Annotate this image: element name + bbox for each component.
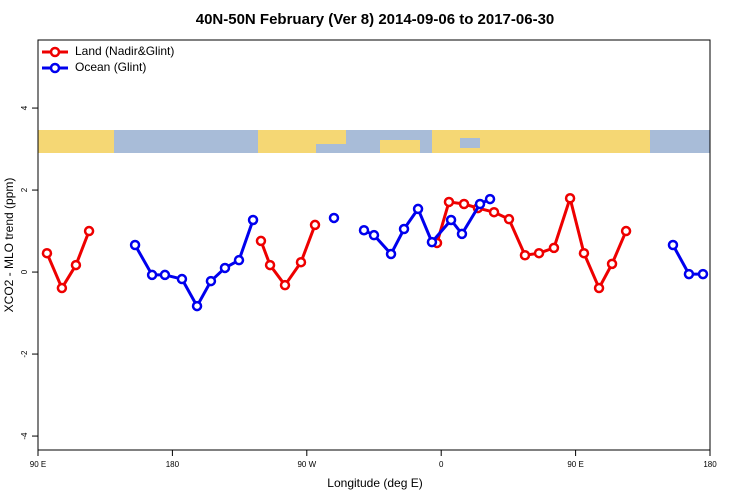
data-point: [247, 214, 259, 226]
data-point: [233, 254, 245, 266]
data-point: [445, 214, 457, 226]
data-point: [385, 248, 397, 260]
x-tick-label: 0: [439, 460, 444, 469]
data-point: [279, 279, 291, 291]
data-point: [368, 229, 380, 241]
data-point: [443, 196, 455, 208]
data-point: [129, 239, 141, 251]
chart-title: 40N-50N February (Ver 8) 2014-09-06 to 2…: [196, 11, 555, 28]
x-tick-label: 90 W: [297, 460, 316, 469]
data-point: [683, 268, 695, 280]
data-point: [83, 225, 95, 237]
x-tick-label: 90 E: [30, 460, 46, 469]
data-point: [426, 236, 438, 248]
legend-marker: [49, 62, 61, 74]
data-point: [264, 259, 276, 271]
data-point: [697, 268, 709, 280]
data-point: [56, 282, 68, 294]
data-point: [606, 258, 618, 270]
data-point: [358, 224, 370, 236]
data-point: [412, 203, 424, 215]
data-point: [456, 228, 468, 240]
data-point: [295, 256, 307, 268]
data-point: [219, 262, 231, 274]
y-tick-label: -4: [20, 432, 29, 440]
data-point: [503, 213, 515, 225]
data-point: [519, 250, 531, 261]
data-point: [484, 193, 496, 205]
x-tick-label: 180: [703, 460, 717, 469]
data-point: [191, 300, 203, 312]
data-point: [159, 269, 171, 281]
y-tick-label: 2: [20, 187, 29, 192]
data-point: [564, 193, 576, 204]
x-tick-label: 180: [166, 460, 180, 469]
legend-label: Ocean (Glint): [75, 60, 146, 74]
legend-label: Land (Nadir&Glint): [75, 44, 174, 58]
x-axis-title: Longitude (deg E): [327, 476, 422, 490]
data-point: [474, 198, 486, 210]
y-tick-label: 4: [20, 105, 29, 110]
data-point: [548, 242, 560, 254]
data-point: [328, 212, 340, 224]
plot-frame: [37, 39, 711, 451]
data-point: [620, 225, 632, 237]
data-point: [593, 282, 605, 294]
data-point: [488, 206, 500, 218]
data-point: [667, 239, 679, 251]
data-point: [309, 219, 321, 231]
data-point: [578, 247, 590, 259]
legend-marker: [49, 46, 61, 58]
data-point: [70, 259, 82, 271]
map-strip: [38, 130, 710, 153]
data-point: [146, 269, 158, 281]
data-point: [205, 275, 217, 287]
data-point: [398, 223, 410, 235]
x-tick-label: 90 E: [567, 460, 583, 469]
data-point: [458, 198, 470, 210]
y-axis-title: XCO2 - MLO trend (ppm): [2, 178, 16, 313]
data-point: [41, 247, 53, 259]
data-point: [533, 247, 545, 259]
data-point: [176, 273, 188, 285]
y-tick-label: 0: [20, 269, 29, 274]
y-tick-label: -2: [20, 350, 29, 358]
data-point: [255, 235, 267, 247]
